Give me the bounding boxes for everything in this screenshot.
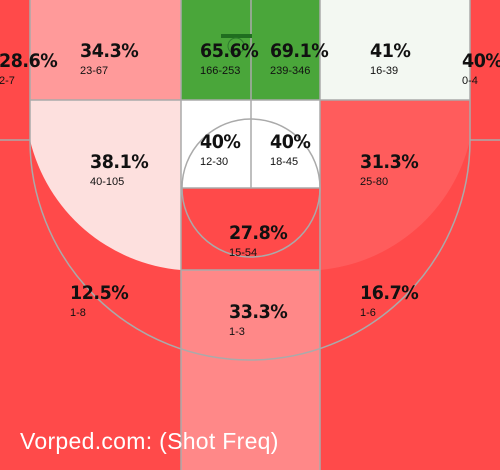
fg-percent: 33.3% [229,301,288,323]
fg-percent: 28.6% [0,50,58,72]
label-right-corner-3: 40% 0-4 [462,52,500,87]
fg-percent: 41% [370,40,411,62]
zone-paint-top-left [181,0,251,100]
zone-top-key-3 [181,270,320,470]
fg-percent: 27.8% [229,222,288,244]
fg-attempts: 1-6 [360,307,376,319]
fg-percent: 40% [200,131,241,153]
label-paint-top-right: 69.1% 239-346 [270,42,333,77]
zone-paint-mid-right [251,100,320,188]
zone-left-corner-3 [0,0,30,140]
basket-icon [221,34,252,55]
fg-percent: 40% [270,131,311,153]
label-left-midrange: 38.1% 40-105 [90,153,153,188]
label-paint-mid-right: 40% 18-45 [270,133,314,168]
fg-attempts: 1-3 [229,326,245,338]
fg-percent: 12.5% [70,282,129,304]
fg-percent: 65.6% [200,40,259,62]
label-top-key-3: 33.3% 1-3 [229,303,292,338]
fg-attempts: 166-253 [200,65,241,77]
fg-attempts: 18-45 [270,156,299,168]
fg-attempts: 0-4 [462,75,478,87]
fg-percent: 34.3% [80,40,139,62]
fg-attempts: 2-7 [0,75,15,87]
fg-percent: 69.1% [270,40,329,62]
fg-percent: 16.7% [360,282,419,304]
label-right-top-3: 41% 16-39 [370,42,414,77]
fg-attempts: 40-105 [90,176,125,188]
fg-percent: 38.1% [90,151,149,173]
watermark: Vorped.com: (Shot Freq) [20,428,279,454]
zone-right-top-3 [320,0,470,100]
zone-paint-top-right [251,0,320,100]
fg-attempts: 23-67 [80,65,109,77]
fg-attempts: 15-54 [229,247,258,259]
label-left-corner-3: 28.6% 2-7 [0,52,62,87]
label-right-midrange: 31.3% 25-80 [360,153,423,188]
zone-right-corner-3 [470,0,500,140]
zone-left-top-3 [30,0,181,100]
fg-attempts: 12-30 [200,156,229,168]
fg-percent: 31.3% [360,151,419,173]
label-free-throw: 27.8% 15-54 [229,224,292,259]
label-paint-mid-left: 40% 12-30 [200,133,244,168]
label-left-wing-3: 12.5% 1-8 [70,284,133,319]
fg-attempts: 239-346 [270,65,311,77]
fg-percent: 40% [462,50,500,72]
label-left-top-3: 34.3% 23-67 [80,42,143,77]
zone-paint-mid-left [181,100,251,188]
fg-attempts: 25-80 [360,176,389,188]
fg-attempts: 16-39 [370,65,399,77]
fg-attempts: 1-8 [70,307,86,319]
label-paint-top-left: 65.6% 166-253 [200,42,263,77]
label-right-wing-3: 16.7% 1-6 [360,284,423,319]
